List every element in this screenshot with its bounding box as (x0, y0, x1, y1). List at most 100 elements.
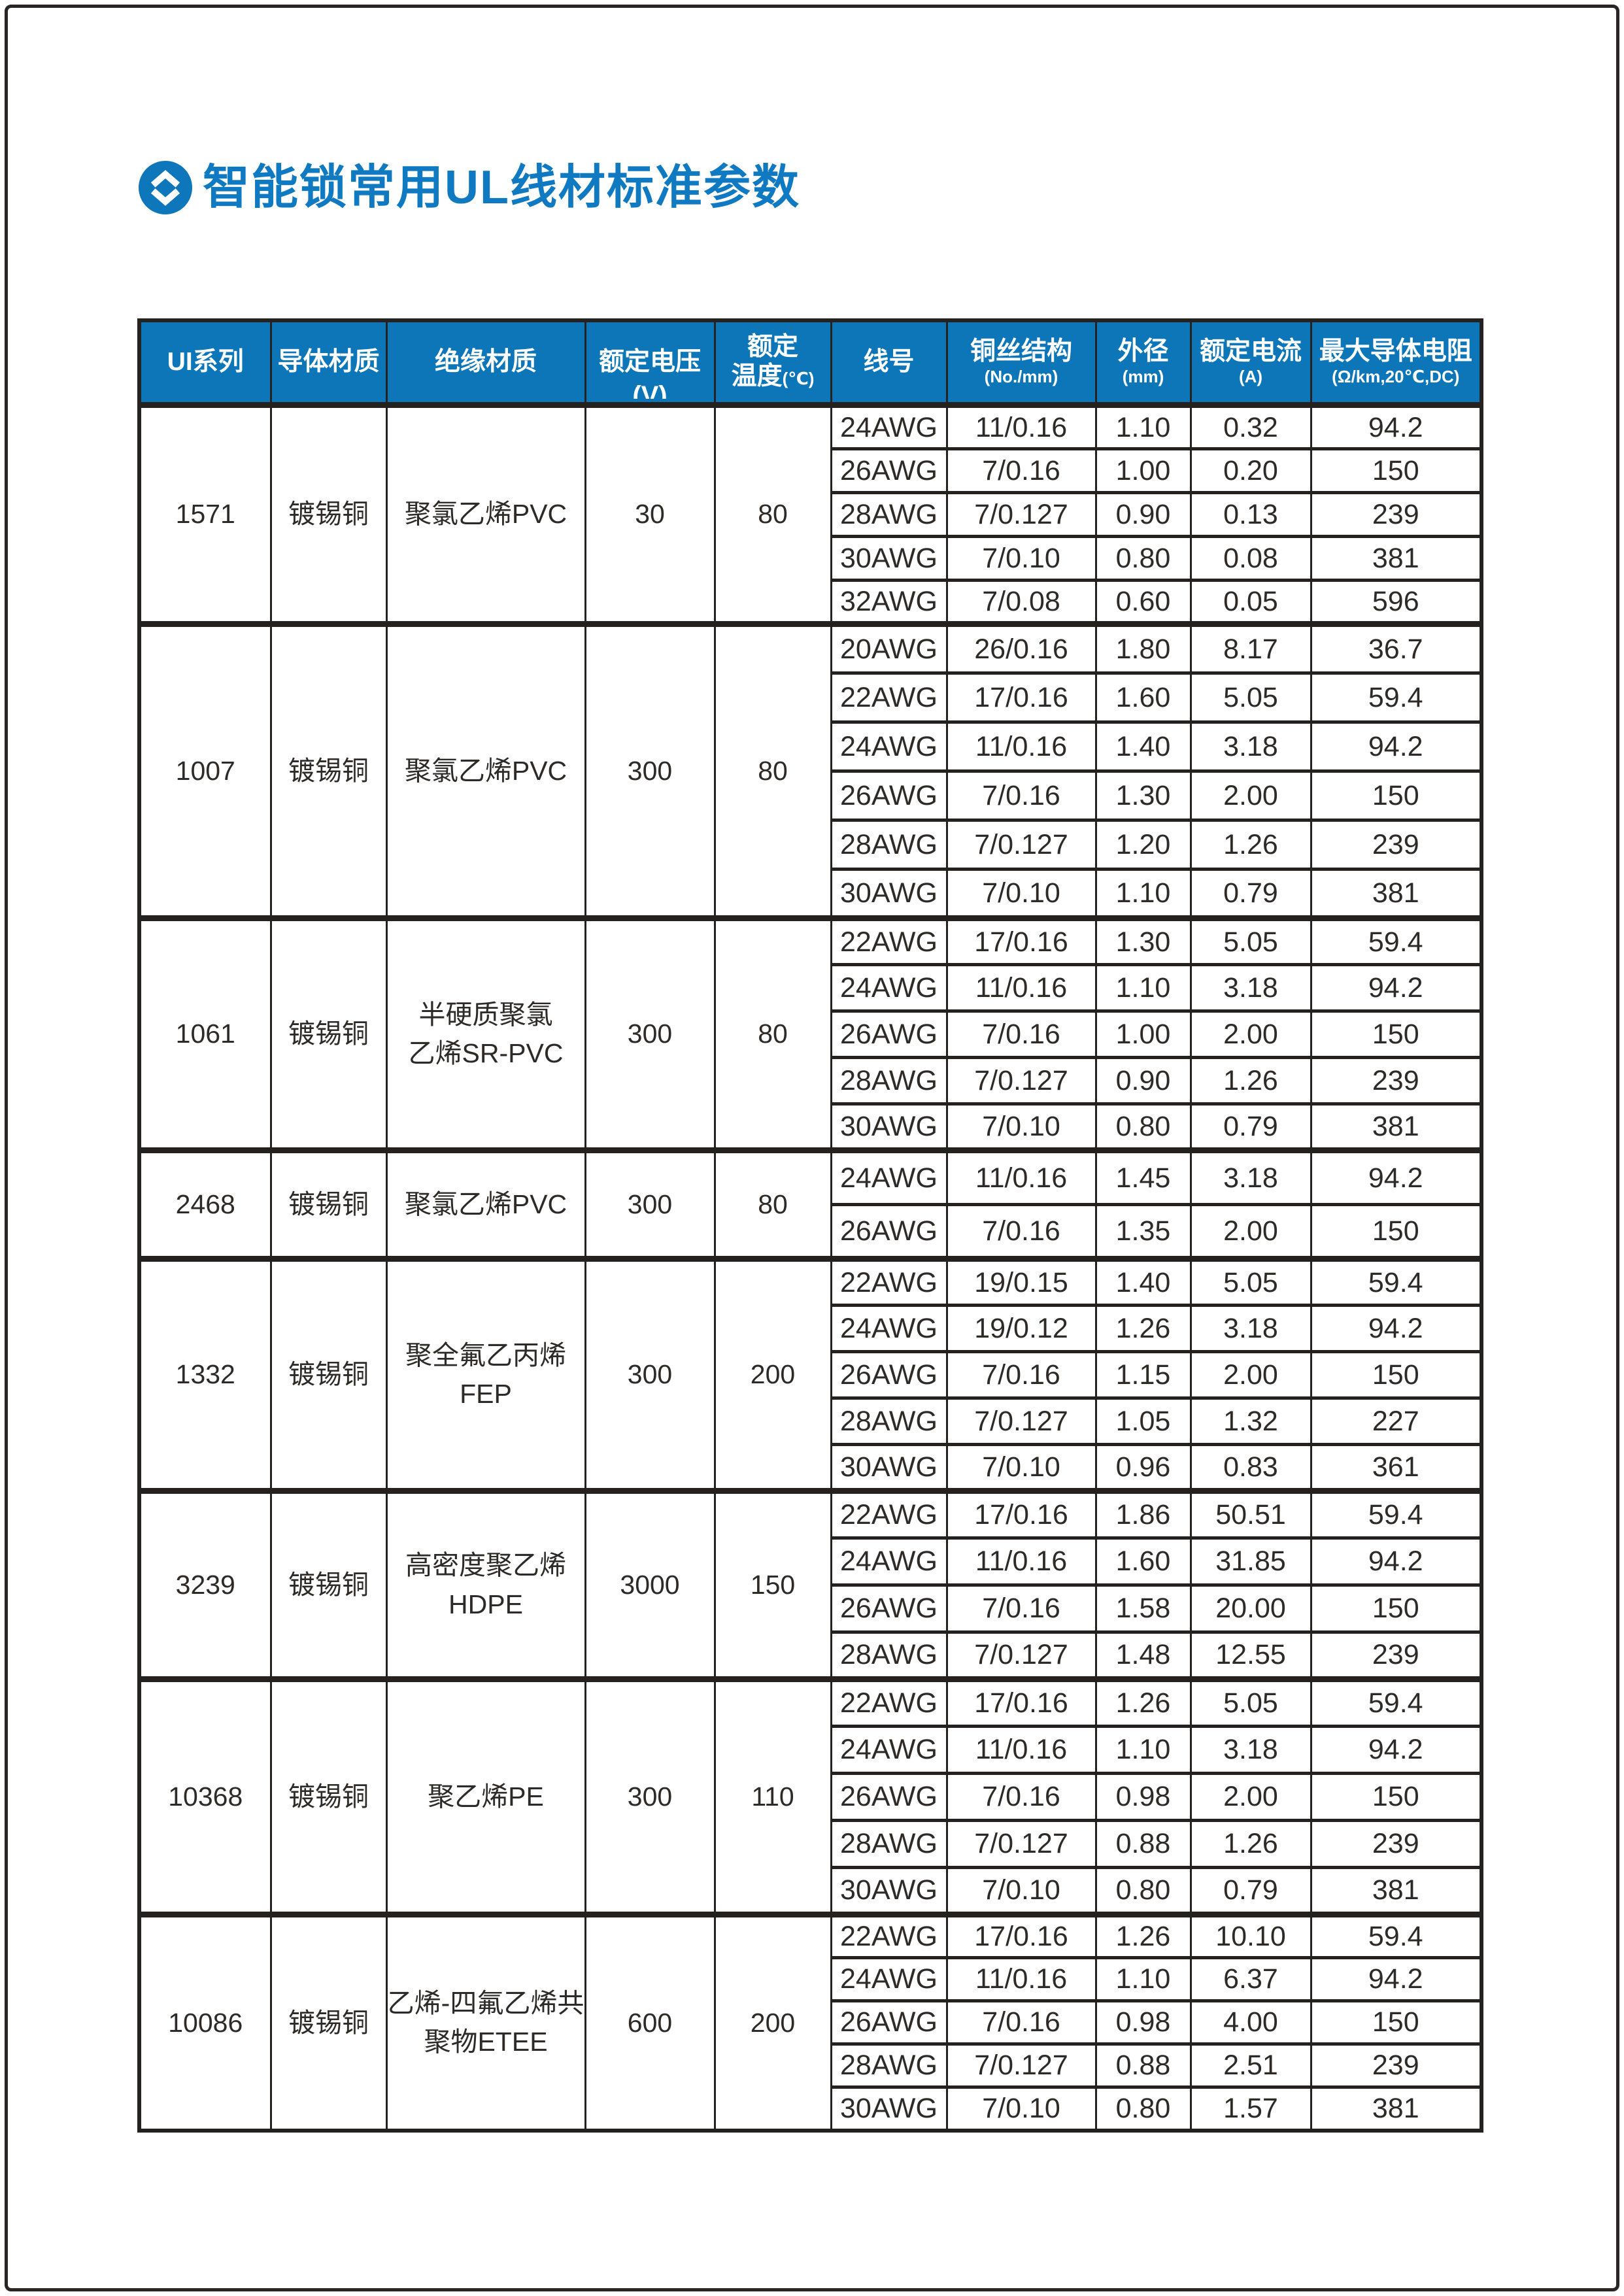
od-cell: 1.30 (1094, 769, 1192, 820)
col-header-voltage: 额定电压 (V) (584, 320, 716, 407)
table-row: 24AWG 11/0.16 1.10 6.37 94.2 (139, 1956, 1483, 2001)
structure-cell: 19/0.12 (945, 1304, 1097, 1352)
od-cell: 0.90 (1094, 1056, 1192, 1104)
awg-cell: 22AWG (830, 671, 948, 722)
od-cell: 1.60 (1094, 1536, 1192, 1585)
od-cell: 1.00 (1094, 447, 1192, 493)
current-cell: 0.83 (1189, 1443, 1312, 1491)
resistance-cell: 239 (1310, 1630, 1483, 1680)
table-row: 24AWG 19/0.12 1.26 3.18 94.2 (139, 1304, 1483, 1352)
group-first-row: 1571 镀锡铜 聚氯乙烯PVC 30 80 24AWG 11/0.16 1.10 0.32 94… (138, 402, 1483, 624)
resistance-cell: 150 (1310, 1203, 1483, 1259)
awg-cell: 24AWG (830, 402, 948, 449)
table-row: 28AWG 7/0.127 0.88 1.26 239 (139, 1819, 1483, 1868)
resistance-cell: 59.4 (1310, 671, 1483, 722)
header-unit: (V) (632, 381, 668, 399)
insulation-line: 乙烯-四氟乙烯共 (387, 1987, 584, 2018)
resistance-cell: 150 (1310, 1583, 1483, 1632)
table-row: 26AWG 7/0.16 1.15 2.00 150 (139, 1350, 1483, 1398)
insulation-cell: 乙烯-四氟乙烯共 聚物ETEE (385, 1912, 586, 2131)
group-first-row: 1061 镀锡铜 半硬质聚氯 乙烯SR-PVC 300 80 22AWG 17/0.16 1.3… (138, 915, 1483, 1151)
current-cell: 1.26 (1189, 1819, 1312, 1868)
structure-cell: 7/0.10 (945, 1102, 1097, 1151)
table-row: 24AWG 11/0.16 1.10 3.18 94.2 (139, 963, 1483, 1011)
od-cell: 1.40 (1094, 720, 1192, 771)
table-row: 26AWG 7/0.16 1.58 20.00 150 (139, 1583, 1483, 1632)
header-row: UI系列 导体材质 绝缘材质 额定电压 (V) 额定 温度(℃) (138, 320, 1483, 407)
header-label-line2: 温度(℃) (732, 362, 815, 392)
current-cell: 2.00 (1189, 769, 1312, 820)
od-cell: 1.26 (1094, 1912, 1192, 1958)
col-header-insulation: 绝缘材质 (385, 320, 586, 407)
awg-cell: 30AWG (830, 1443, 948, 1491)
awg-cell: 32AWG (830, 579, 948, 624)
od-cell: 1.10 (1094, 1725, 1192, 1774)
resistance-cell: 150 (1310, 1009, 1483, 1058)
structure-cell: 11/0.16 (945, 402, 1097, 449)
resistance-cell: 94.2 (1310, 720, 1483, 771)
col-header-structure: 铜丝结构 (No./mm) (945, 320, 1097, 407)
table-row: 26AWG 7/0.16 1.00 2.00 150 (139, 1009, 1483, 1058)
col-header-temperature: 额定 温度(℃) (713, 320, 832, 407)
structure-cell: 7/0.10 (945, 868, 1097, 919)
current-cell: 3.18 (1189, 1304, 1312, 1352)
group-first-row: 1332 镀锡铜 聚全氟乙丙烯 FEP 300 200 22AWG 19/0.15 1.40 5.… (138, 1256, 1483, 1491)
header-label: 铜丝结构 (970, 337, 1072, 365)
resistance-cell: 59.4 (1310, 1488, 1483, 1538)
od-cell: 1.10 (1094, 1956, 1192, 2001)
od-cell: 0.80 (1094, 535, 1192, 581)
resistance-cell: 59.4 (1310, 1912, 1483, 1958)
awg-cell: 28AWG (830, 491, 948, 537)
awg-cell: 26AWG (830, 1009, 948, 1058)
awg-cell: 24AWG (830, 1956, 948, 2001)
awg-cell: 28AWG (830, 1396, 948, 1445)
table-row: 26AWG 7/0.16 1.35 2.00 150 (139, 1203, 1483, 1259)
od-cell: 1.80 (1094, 621, 1192, 673)
current-cell: 2.51 (1189, 2042, 1312, 2087)
od-cell: 1.48 (1094, 1630, 1192, 1680)
current-cell: 1.26 (1189, 1056, 1312, 1104)
od-cell: 0.80 (1094, 1866, 1192, 1915)
resistance-cell: 94.2 (1310, 963, 1483, 1011)
page-title: 智能锁常用UL线材标准参数 (203, 161, 800, 214)
header-unit: (Ω/km,20℃,DC) (1332, 367, 1460, 387)
awg-cell: 26AWG (830, 1583, 948, 1632)
current-cell: 31.85 (1189, 1536, 1312, 1585)
current-cell: 4.00 (1189, 1999, 1312, 2044)
structure-cell: 7/0.16 (945, 1350, 1097, 1398)
current-cell: 50.51 (1189, 1488, 1312, 1538)
current-cell: 5.05 (1189, 1676, 1312, 1727)
resistance-cell: 59.4 (1310, 1676, 1483, 1727)
group-first-row: 10368 镀锡铜 聚乙烯PE 300 110 22AWG 17/0.16 1.26 5.05 5… (138, 1676, 1483, 1915)
header-label: 额定电压 (598, 347, 701, 376)
resistance-cell: 94.2 (1310, 1304, 1483, 1352)
temperature-cell: 80 (713, 915, 832, 1151)
insulation-line: FEP (460, 1379, 512, 1409)
structure-cell: 7/0.127 (945, 1056, 1097, 1104)
voltage-cell: 300 (584, 1676, 716, 1915)
od-cell: 1.15 (1094, 1350, 1192, 1398)
header-label: 导体材质 (277, 347, 380, 376)
resistance-cell: 94.2 (1310, 402, 1483, 449)
current-cell: 0.13 (1189, 491, 1312, 537)
current-cell: 5.05 (1189, 915, 1312, 965)
awg-cell: 26AWG (830, 1999, 948, 2044)
resistance-cell: 94.2 (1310, 1536, 1483, 1585)
col-header-resistance: 最大导体电阻 (Ω/km,20℃,DC) (1310, 320, 1483, 407)
od-cell: 0.60 (1094, 579, 1192, 624)
awg-cell: 22AWG (830, 915, 948, 965)
insulation-cell: 聚氯乙烯PVC (385, 402, 586, 624)
current-cell: 1.32 (1189, 1396, 1312, 1445)
structure-cell: 7/0.08 (945, 579, 1097, 624)
awg-cell: 28AWG (830, 819, 948, 869)
voltage-cell: 300 (584, 915, 716, 1151)
table-row: 26AWG 7/0.16 1.00 0.20 150 (139, 447, 1483, 493)
awg-cell: 28AWG (830, 2042, 948, 2087)
resistance-cell: 381 (1310, 535, 1483, 581)
structure-cell: 7/0.16 (945, 447, 1097, 493)
header-label: 最大导体电阻 (1319, 337, 1472, 365)
structure-cell: 7/0.127 (945, 491, 1097, 537)
resistance-cell: 239 (1310, 1056, 1483, 1104)
structure-cell: 7/0.127 (945, 1630, 1097, 1680)
conductor-cell: 镀锡铜 (269, 1256, 388, 1491)
